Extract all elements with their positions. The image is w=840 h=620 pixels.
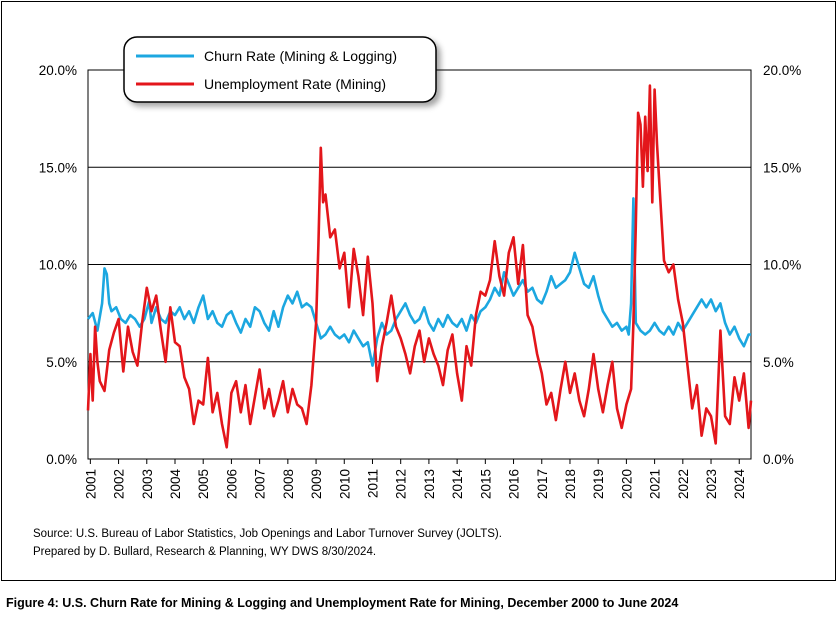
x-tick-label: 2008 <box>281 469 296 499</box>
legend-label-unemployment: Unemployment Rate (Mining) <box>204 76 386 92</box>
legend: Churn Rate (Mining & Logging) Unemployme… <box>123 36 437 103</box>
x-tick-label: 2021 <box>648 469 663 499</box>
x-tick-label: 2009 <box>309 469 324 499</box>
x-tick-label: 2017 <box>535 469 550 499</box>
y-tick-label-left: 0.0% <box>46 452 77 467</box>
series-line-churn <box>86 197 751 367</box>
y-axis-right: 0.0% 5.0% 10.0% 15.0% 20.0% <box>763 63 801 467</box>
y-tick-label-left: 15.0% <box>39 160 77 175</box>
x-tick-label: 2011 <box>365 469 380 498</box>
chart: 0.0% 5.0% 10.0% 15.0% 20.0% 0.0% 5.0% 10.0% 15.… <box>39 36 801 499</box>
y-axis-left: 0.0% 5.0% 10.0% 15.0% 20.0% <box>39 63 77 467</box>
y-tick-label-right: 5.0% <box>763 355 794 370</box>
series <box>86 84 753 449</box>
y-tick-label-left: 5.0% <box>46 355 77 370</box>
x-tick-label: 2013 <box>422 469 437 499</box>
y-tick-label-right: 10.0% <box>763 258 801 273</box>
x-tick-label: 2023 <box>704 469 719 499</box>
x-tick-label: 2015 <box>478 469 493 499</box>
y-tick-label-left: 10.0% <box>39 258 77 273</box>
legend-box <box>123 36 437 103</box>
x-tick-label: 2001 <box>83 469 98 499</box>
figure-caption: Figure 4: U.S. Churn Rate for Mining & L… <box>6 596 679 610</box>
x-tick-label: 2016 <box>507 469 522 499</box>
prepared-by-note: Prepared by D. Bullard, Research & Plann… <box>33 546 377 558</box>
x-tick-label: 2002 <box>112 469 127 499</box>
x-tick-label: 2007 <box>253 469 268 499</box>
x-tick-label: 2022 <box>676 469 691 499</box>
x-tick-label: 2005 <box>196 469 211 499</box>
x-tick-label: 2006 <box>224 469 239 499</box>
y-tick-label-right: 20.0% <box>763 63 801 78</box>
legend-label-churn: Churn Rate (Mining & Logging) <box>204 48 397 64</box>
series-line-unemployment <box>86 84 753 449</box>
y-tick-label-right: 15.0% <box>763 160 801 175</box>
y-tick-label-left: 20.0% <box>39 63 77 78</box>
x-tick-label: 2024 <box>732 469 747 500</box>
source-note: Source: U.S. Bureau of Labor Statistics,… <box>33 528 502 540</box>
x-axis: 2001 2002 2003 2004 2005 2006 2007 2008 2009 2010… <box>83 459 747 499</box>
y-tick-label-right: 0.0% <box>763 452 794 467</box>
x-tick-label: 2014 <box>450 469 465 500</box>
x-tick-label: 2010 <box>337 469 352 499</box>
x-tick-label: 2020 <box>619 469 634 499</box>
x-tick-label: 2019 <box>591 469 606 499</box>
x-tick-label: 2018 <box>563 469 578 499</box>
x-tick-label: 2003 <box>140 469 155 499</box>
x-tick-label: 2004 <box>168 469 183 500</box>
x-tick-label: 2012 <box>394 469 409 499</box>
